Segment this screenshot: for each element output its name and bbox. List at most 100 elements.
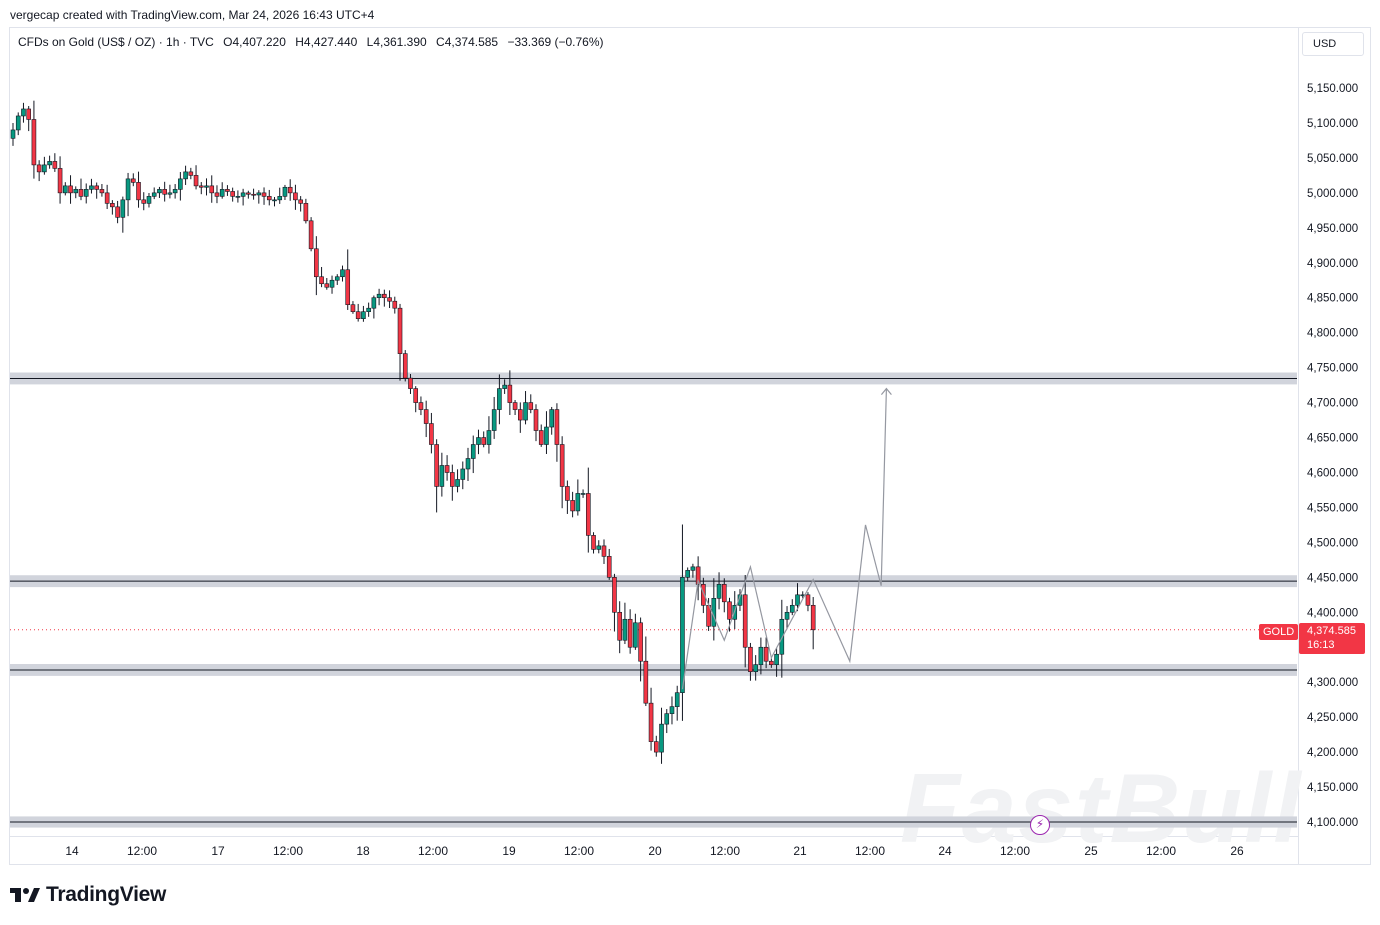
price-tick-label: 4,250.000 (1307, 712, 1358, 724)
candle (146, 193, 152, 208)
candle-body (355, 311, 361, 319)
candle-body (141, 199, 147, 204)
candle (355, 303, 361, 322)
time-tick-label: 14 (65, 844, 79, 858)
candle (319, 266, 324, 288)
logo-text: TradingView (46, 883, 167, 906)
candle (334, 274, 340, 285)
candle (376, 288, 382, 306)
candle (308, 217, 314, 252)
candle (596, 540, 602, 554)
candle (287, 179, 293, 201)
candle (366, 302, 371, 317)
candle (172, 184, 178, 199)
candle (298, 196, 303, 212)
candle-body (376, 293, 382, 299)
candle-body (151, 192, 157, 197)
legend-change: −33.369 (−0.76%) (507, 35, 604, 49)
candle (460, 461, 466, 490)
candle-body (256, 192, 262, 196)
candle (345, 249, 351, 310)
candle (434, 439, 439, 513)
projection-arrowhead (880, 387, 892, 395)
candle (465, 447, 471, 481)
candle-body (701, 584, 706, 606)
candle-body (486, 430, 492, 445)
candle (810, 597, 816, 650)
candle (214, 185, 220, 204)
time-tick-label: 21 (793, 844, 807, 858)
candle-body (47, 161, 52, 166)
candle-body (26, 108, 31, 120)
candle (209, 175, 215, 203)
candle (643, 636, 649, 707)
candle-body (769, 660, 774, 666)
candle (115, 200, 120, 224)
candle (653, 735, 659, 757)
bar-countdown: 16:13 (1307, 639, 1335, 651)
price-tick-label: 4,650.000 (1307, 433, 1358, 445)
candle (110, 200, 115, 215)
candle-body (455, 479, 460, 487)
time-tick-label: 19 (502, 844, 516, 858)
time-tick-label: 25 (1084, 844, 1098, 858)
candle-body (444, 465, 450, 473)
candle-body (758, 646, 764, 666)
candle-body (172, 189, 178, 194)
price-tick-label: 4,200.000 (1307, 747, 1358, 759)
candle-body (727, 601, 732, 620)
candle-body (329, 279, 335, 288)
candle-body (601, 545, 607, 557)
candle-body (392, 300, 398, 309)
candle-body (104, 192, 110, 204)
candle-body (219, 189, 225, 197)
candle (674, 685, 680, 721)
candle-body (638, 622, 643, 662)
candle-body (110, 203, 115, 208)
candle (669, 696, 675, 725)
candle-body (805, 594, 811, 606)
candle-body (361, 311, 366, 319)
candle-body (57, 168, 63, 194)
candle-body (716, 584, 722, 599)
price-tick-label: 4,950.000 (1307, 223, 1358, 235)
price-tick-label: 4,400.000 (1307, 607, 1358, 619)
tradingview-logo[interactable]: TradingView (10, 882, 166, 908)
candles-layer (10, 100, 816, 764)
candle-body (183, 171, 188, 180)
candle-body (502, 384, 507, 389)
candle (648, 687, 654, 751)
candle-body (450, 472, 455, 487)
candle (481, 431, 487, 448)
candle (340, 265, 345, 282)
candle-body (277, 196, 283, 201)
candle (15, 112, 21, 136)
candle-body (246, 192, 251, 195)
candle (125, 172, 131, 217)
candle-body (664, 713, 670, 725)
candle-body (157, 189, 162, 194)
candle (94, 182, 99, 199)
lightning-icon[interactable]: ⚡ (1030, 815, 1050, 835)
candle (784, 606, 790, 630)
price-tick-label: 5,000.000 (1307, 188, 1358, 200)
candle-body (198, 185, 204, 188)
candle (748, 642, 753, 681)
candle (659, 707, 664, 764)
candle-body (507, 384, 513, 403)
candle-body (439, 465, 445, 487)
candle-body (653, 741, 659, 753)
candle-body (742, 594, 748, 648)
candle (62, 182, 68, 196)
candle (769, 658, 774, 668)
candle (549, 406, 554, 435)
candle-body (266, 196, 272, 201)
candle-body (371, 297, 377, 309)
candle-body (193, 175, 199, 187)
candle-body (36, 164, 42, 173)
candle (26, 106, 31, 132)
price-tick-label: 4,800.000 (1307, 328, 1358, 340)
currency-selector[interactable]: USD (1302, 32, 1364, 56)
candle-body (366, 307, 371, 312)
